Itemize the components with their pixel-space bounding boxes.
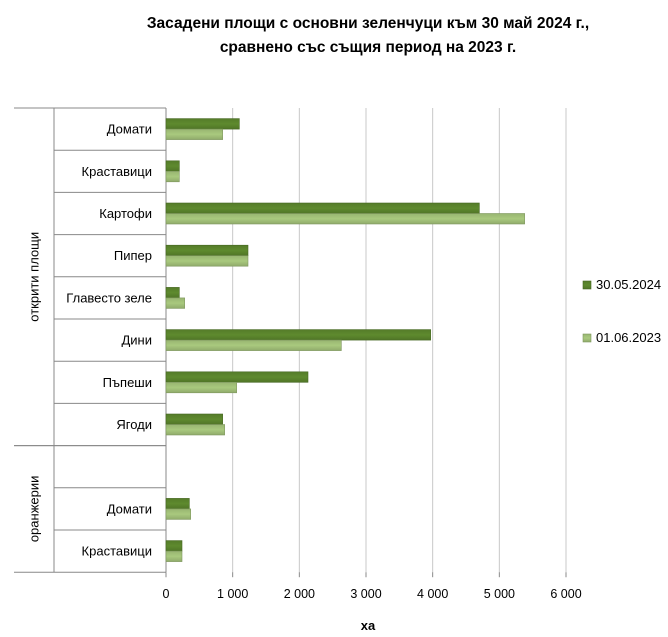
bar [165,160,180,172]
group-label: открити площи [26,232,41,322]
legend: 30.05.2024 01.06.2023 [582,277,661,345]
bar [165,287,180,299]
bar [165,297,185,309]
bar [165,202,480,214]
category-label: Домати [107,122,152,137]
x-tick-label: 6 000 [550,587,581,601]
x-tick-labels: 0 1 000 2 000 3 000 4 000 5 000 6 000 [163,587,582,601]
bar [165,244,249,256]
bar [165,550,183,562]
category-label: Краставици [82,544,152,559]
category-label: Дини [121,333,152,348]
bar [165,413,223,425]
x-tick-label: 3 000 [350,587,381,601]
legend-label: 30.05.2024 [596,277,661,292]
x-tick-label: 0 [163,587,170,601]
bar [165,498,190,510]
category-label: Главесто зеле [66,290,152,305]
bar [165,171,180,183]
x-tick-label: 1 000 [217,587,248,601]
bar [165,339,342,351]
category-label: Картофи [99,206,152,221]
bar [165,213,525,225]
x-tick-label: 4 000 [417,587,448,601]
category-label: Ягоди [116,417,152,432]
bar [165,128,223,140]
bar [165,381,237,394]
category-label: Пъпеши [103,375,152,390]
bar [165,329,431,341]
bars [165,118,525,562]
category-labels: открити площи оранжерии Домати Краставици Ка… [26,122,152,559]
group-label: оранжерии [26,476,41,543]
bar [165,508,191,520]
x-tick-label: 5 000 [484,587,515,601]
x-axis-label: ха [361,618,376,633]
bar [165,371,309,383]
category-label: Краставици [82,164,152,179]
bar [165,540,183,552]
legend-swatch [582,280,592,290]
category-label: Пипер [114,248,152,263]
legend-swatch [582,333,592,343]
chart-title-line-2: сравнено със същия период на 2023 г. [220,39,516,56]
bar [165,255,249,267]
chart-title-line-1: Засадени площи с основни зеленчуци към 3… [147,15,589,32]
bar [165,118,240,130]
legend-label: 01.06.2023 [596,330,661,345]
bar [165,424,225,436]
x-tick-label: 2 000 [284,587,315,601]
category-label: Домати [107,501,152,516]
